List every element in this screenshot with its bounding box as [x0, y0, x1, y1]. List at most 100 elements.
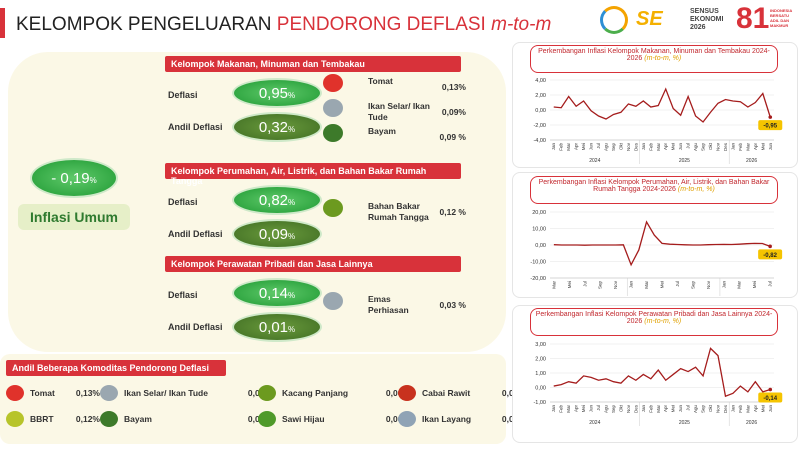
point [768, 115, 773, 119]
value-label: -0,95 [763, 124, 777, 130]
deflasi-label: Deflasi [168, 90, 198, 100]
x-tick-label: Agu [693, 143, 698, 152]
x-tick-label: Nov [626, 404, 631, 413]
x-group-label: 2026 [746, 158, 757, 164]
x-tick-label: Mar [644, 280, 649, 288]
x-tick-label: Sep [690, 281, 695, 290]
commodity-name: Ikan Layang [422, 414, 472, 424]
unit: % [288, 290, 296, 300]
x-tick-label: Des [723, 404, 728, 413]
commodity-value: 0,12% [75, 414, 100, 424]
x-tick-label: Jan [721, 281, 726, 289]
motto-line: ADIL DAN [770, 18, 790, 23]
x-group-label: 2026 [746, 420, 757, 426]
commodity-value: 0,06% [386, 414, 410, 424]
page-title: KELOMPOK PENGELUARAN PENDORONG DEFLASI m… [16, 14, 551, 36]
sensus-line: SENSUS [690, 8, 719, 15]
x-tick-label: Mar [745, 404, 750, 412]
x-tick-label: Jun [678, 405, 683, 413]
deflasi-label: Deflasi [168, 197, 198, 207]
commodity-icon [100, 411, 118, 427]
commodity-name: BBRT [30, 414, 54, 424]
value-label-bg [758, 120, 783, 131]
y-tick-label: -1,00 [533, 400, 546, 406]
x-tick-label: Jun [589, 405, 594, 413]
commodity: Tomat 0,13% [30, 388, 100, 398]
y-tick-label: -2,00 [533, 123, 546, 129]
x-tick-label: Jan [551, 143, 556, 151]
commodity: Ikan Layang0,04% [422, 414, 526, 424]
andil-value: 0,01 [258, 318, 289, 336]
unit: % [288, 124, 296, 134]
value-label-bg [758, 249, 783, 260]
item-name: Ikan Selar/ Ikan Tude [368, 101, 430, 122]
line [553, 347, 771, 398]
x-tick-label: Feb [648, 405, 653, 413]
x-tick-label: Mar [656, 142, 661, 150]
chart-title-text: Perkembangan Inflasi Kelompok Perumahan,… [538, 179, 770, 193]
x-tick-label: Nov [626, 142, 631, 151]
headline-label: Inflasi Umum [18, 204, 130, 230]
x-tick-label: Jan [730, 405, 735, 413]
commodity: Kacang Panjang 0,06% [282, 388, 410, 398]
motto-line: BERSATU [770, 13, 790, 18]
commodity-icon [6, 385, 24, 401]
chart-title: Perkembangan Inflasi Kelompok Makanan, M… [530, 45, 778, 73]
motto-line: MAKMUR [770, 23, 789, 28]
line [553, 220, 771, 267]
commodity-name: Tomat [30, 388, 55, 398]
x-tick-label: Mar [737, 280, 742, 288]
x-tick-label: Apr [663, 143, 668, 151]
y-tick-label: 0,00 [535, 386, 546, 392]
point [768, 387, 773, 392]
y-tick-label: -10,00 [530, 260, 546, 266]
commodities-title: Andil Beberapa Komoditas Pendorong Defla… [6, 360, 226, 376]
x-tick-label: Apr [574, 405, 579, 413]
deflasi-oval: 0,14% [232, 278, 322, 308]
chart-title: Perkembangan Inflasi Kelompok Perumahan,… [530, 176, 778, 204]
item-value: 0,09% [441, 107, 466, 117]
x-tick-label: Feb [648, 143, 653, 151]
x-tick-label: Sep [701, 405, 706, 414]
item-name: Emas Perhiasan [368, 294, 409, 315]
x-tick-label: Jan [551, 405, 556, 413]
x-tick-label: Sep [598, 281, 603, 290]
deflasi-value: 0,95 [258, 84, 289, 102]
commodity-name: Kacang Panjang [282, 388, 349, 398]
anniversary-logo: 81 [736, 2, 770, 35]
x-tick-label: Mar [566, 404, 571, 412]
point [768, 244, 772, 249]
x-tick-label: Jan [641, 143, 646, 151]
accent-bar [0, 8, 5, 38]
x-tick-label: Jan [641, 405, 646, 413]
andil-label: Andil Deflasi [168, 122, 223, 132]
deflasi-oval: 0,95% [232, 78, 322, 108]
y-tick-label: 0,00 [535, 108, 546, 114]
x-tick-label: Nov [716, 404, 721, 413]
commodity-value: 0,06% [386, 388, 410, 398]
item-value: 0,03 % [439, 300, 466, 310]
y-tick-label: -20,00 [530, 276, 546, 282]
x-tick-label: Mei [581, 143, 586, 150]
sensus-line: 2026 [690, 24, 706, 31]
x-tick-label: Nov [716, 142, 721, 151]
x-tick-label: Agu [693, 405, 698, 414]
x-tick-label: Okt [708, 142, 713, 150]
x-tick-label: Feb [738, 405, 743, 413]
unit: % [89, 175, 97, 185]
commodity-name: Bayam [124, 414, 152, 424]
chart-title-suffix: (m-to-m, %) [677, 186, 715, 193]
x-tick-label: Apr [574, 143, 579, 151]
x-tick-label: Jul [675, 281, 680, 287]
value-label: -0,82 [763, 253, 777, 259]
commodity-name: Ikan Selar/ Ikan Tude [124, 388, 208, 398]
andil-value: 0,09 [258, 225, 289, 243]
headline-value: - 0,19 [51, 169, 90, 187]
item-value: 0,12 % [439, 207, 466, 217]
deflasi-value: 0,82 [258, 191, 289, 209]
title-text: KELOMPOK PENGELUARAN [16, 14, 277, 35]
sensus-text: SENSUS EKONOMI 2026 [690, 8, 723, 32]
